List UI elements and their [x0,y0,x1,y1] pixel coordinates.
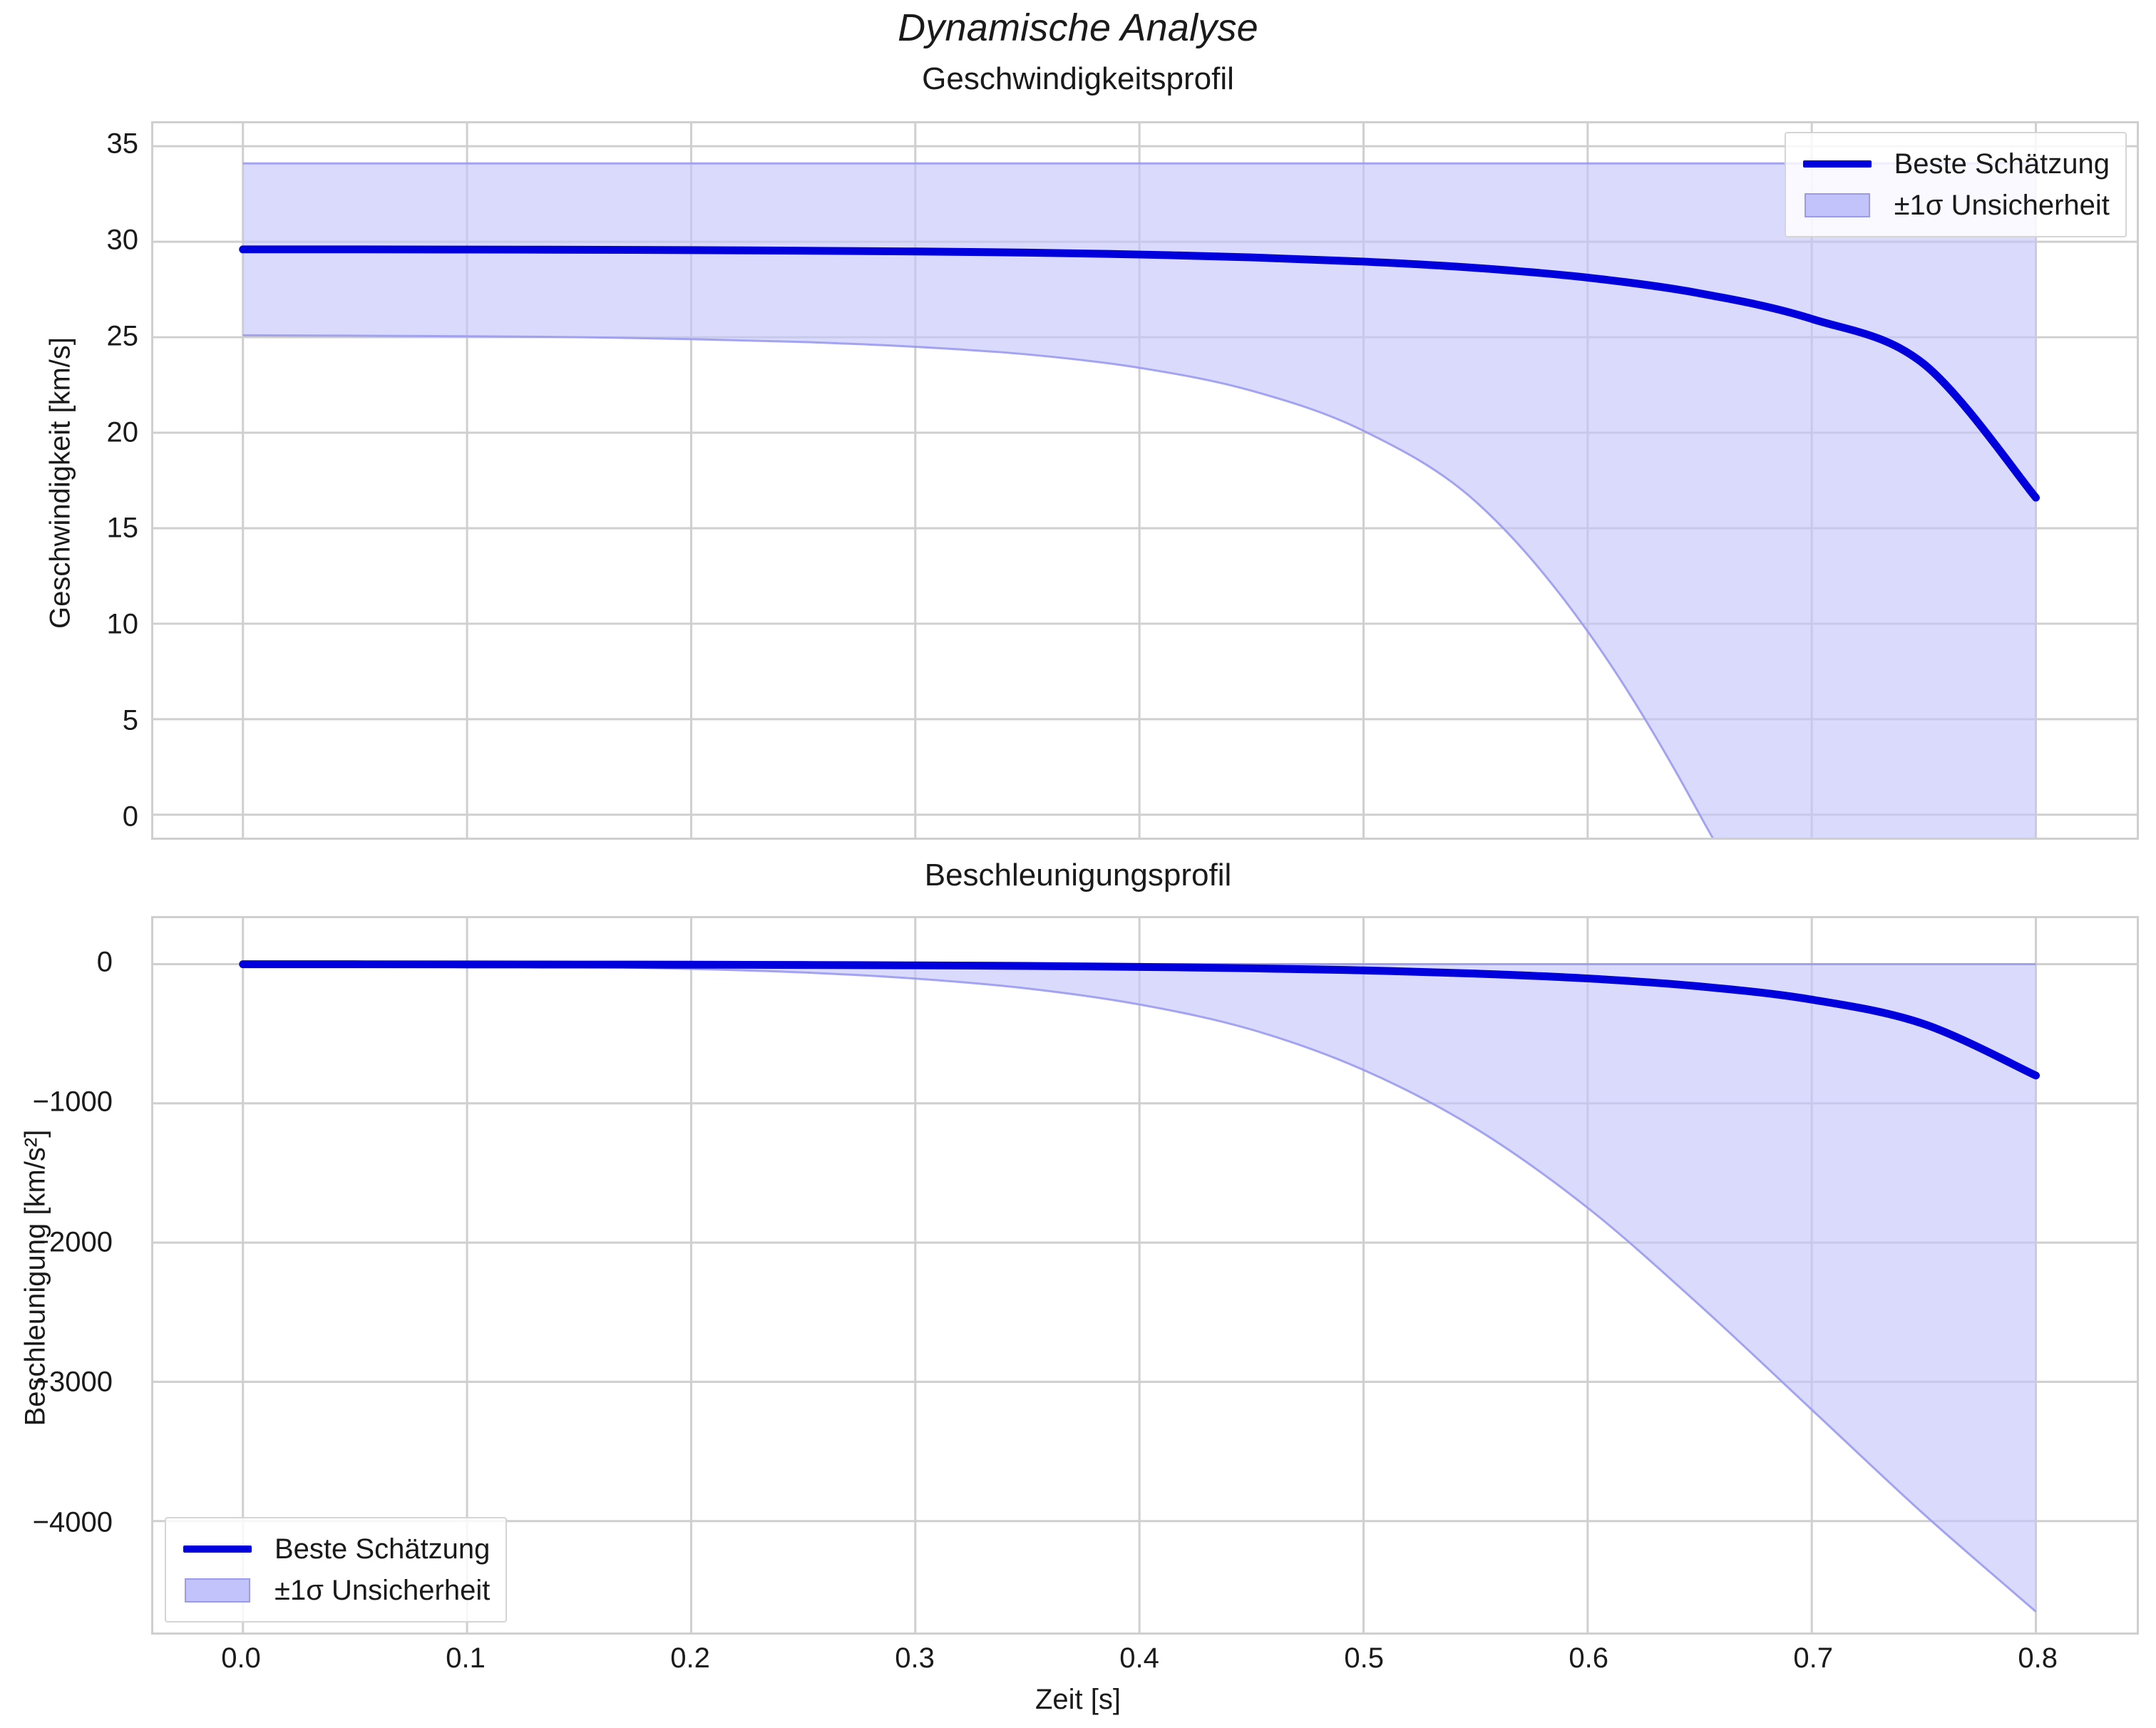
xtick-label: 0.6 [1569,1642,1608,1674]
acceleration-legend-line-label: Beste Schätzung [274,1533,491,1565]
acceleration-plot-area: Beste Schätzung ±1σ Unsicherheit [151,916,2139,1635]
velocity-ytick-label: 35 [106,128,139,160]
velocity-plot-canvas [153,123,2137,838]
velocity-ytick-label: 10 [106,608,139,640]
acceleration-ytick-label: −4000 [32,1506,113,1538]
line-swatch-icon [179,1533,256,1565]
velocity-legend-row-band: ±1σ Unsicherheit [1799,185,2110,226]
velocity-legend: Beste Schätzung ±1σ Unsicherheit [1784,132,2127,237]
xtick-label: 0.4 [1119,1642,1159,1674]
acceleration-legend: Beste Schätzung ±1σ Unsicherheit [165,1517,508,1622]
acceleration-ytick-label: −2000 [32,1226,113,1258]
acceleration-plot-canvas [153,918,2137,1632]
velocity-ytick-label: 15 [106,512,139,544]
xtick-label: 0.8 [2018,1642,2058,1674]
acceleration-ytick-label: 0 [96,946,113,978]
acceleration-legend-row-line: Beste Schätzung [179,1528,490,1570]
velocity-ytick-label: 30 [106,224,139,256]
velocity-ytick-label: 20 [106,416,139,448]
velocity-ylabel: Geschwindigkeit [km/s] [44,336,76,629]
acceleration-ytick-labels: 0 −1000 −2000 −3000 −4000 [0,916,113,1635]
xtick-label: 0.7 [1793,1642,1834,1674]
acceleration-legend-band-label: ±1σ Unsicherheit [274,1574,491,1606]
acceleration-panel-title: Beschleunigungsprofil [924,858,1232,893]
velocity-legend-band-label: ±1σ Unsicherheit [1894,189,2110,221]
band-swatch-icon [179,1574,256,1607]
line-swatch-icon [1799,148,1876,180]
velocity-panel-title: Geschwindigkeitsprofil [922,61,1234,96]
band-swatch-icon [1799,189,1876,222]
xtick-label: 0.3 [895,1642,935,1674]
velocity-ytick-label: 5 [122,704,138,736]
xtick-label: 0.5 [1344,1642,1384,1674]
acceleration-ytick-label: −1000 [32,1086,113,1118]
velocity-legend-row-line: Beste Schätzung [1799,143,2110,185]
figure-suptitle: Dynamische Analyse [898,6,1258,49]
acceleration-ylabel: Beschleunigung [km/s²] [19,1129,51,1426]
acceleration-legend-row-band: ±1σ Unsicherheit [179,1570,490,1611]
velocity-ytick-label: 25 [106,320,139,352]
xaxis-label: Zeit [s] [1035,1684,1121,1715]
velocity-ytick-label: 0 [122,801,138,833]
velocity-plot-area: Beste Schätzung ±1σ Unsicherheit [151,121,2139,840]
velocity-ytick-labels: 0 5 10 15 20 25 30 35 [10,121,139,840]
acceleration-ytick-label: −3000 [32,1366,113,1398]
xtick-label: 0.2 [670,1642,710,1674]
xtick-label: 0.1 [446,1642,486,1674]
velocity-legend-line-label: Beste Schätzung [1894,148,2110,180]
xtick-label: 0.0 [221,1642,261,1674]
